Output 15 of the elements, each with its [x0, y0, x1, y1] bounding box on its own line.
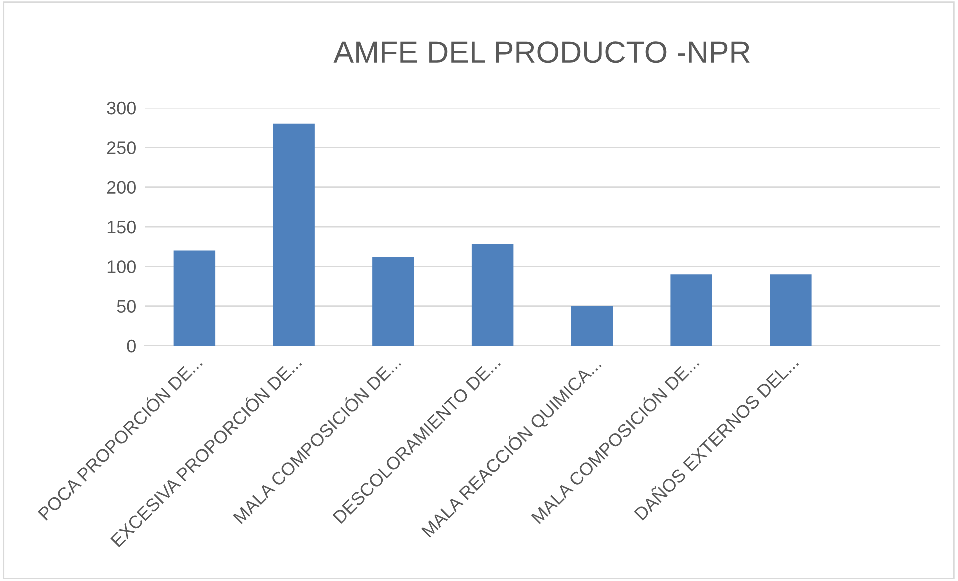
bar	[174, 250, 216, 346]
bar	[372, 257, 414, 346]
y-tick-label: 100	[108, 260, 136, 274]
y-tick-label: 150	[108, 220, 136, 234]
bar	[472, 244, 514, 346]
chart-title: AMFE DEL PRODUCTO -NPR	[334, 42, 750, 64]
y-tick-label: 200	[107, 181, 136, 194]
y-tick-label: 300	[107, 102, 136, 115]
y-tick-label: 250	[107, 142, 136, 154]
y-tick-label: 50	[117, 300, 136, 314]
bar	[670, 274, 712, 346]
bar	[571, 306, 614, 346]
y-tick-label: 0	[127, 340, 136, 353]
bar	[273, 124, 315, 346]
bar	[770, 274, 812, 346]
